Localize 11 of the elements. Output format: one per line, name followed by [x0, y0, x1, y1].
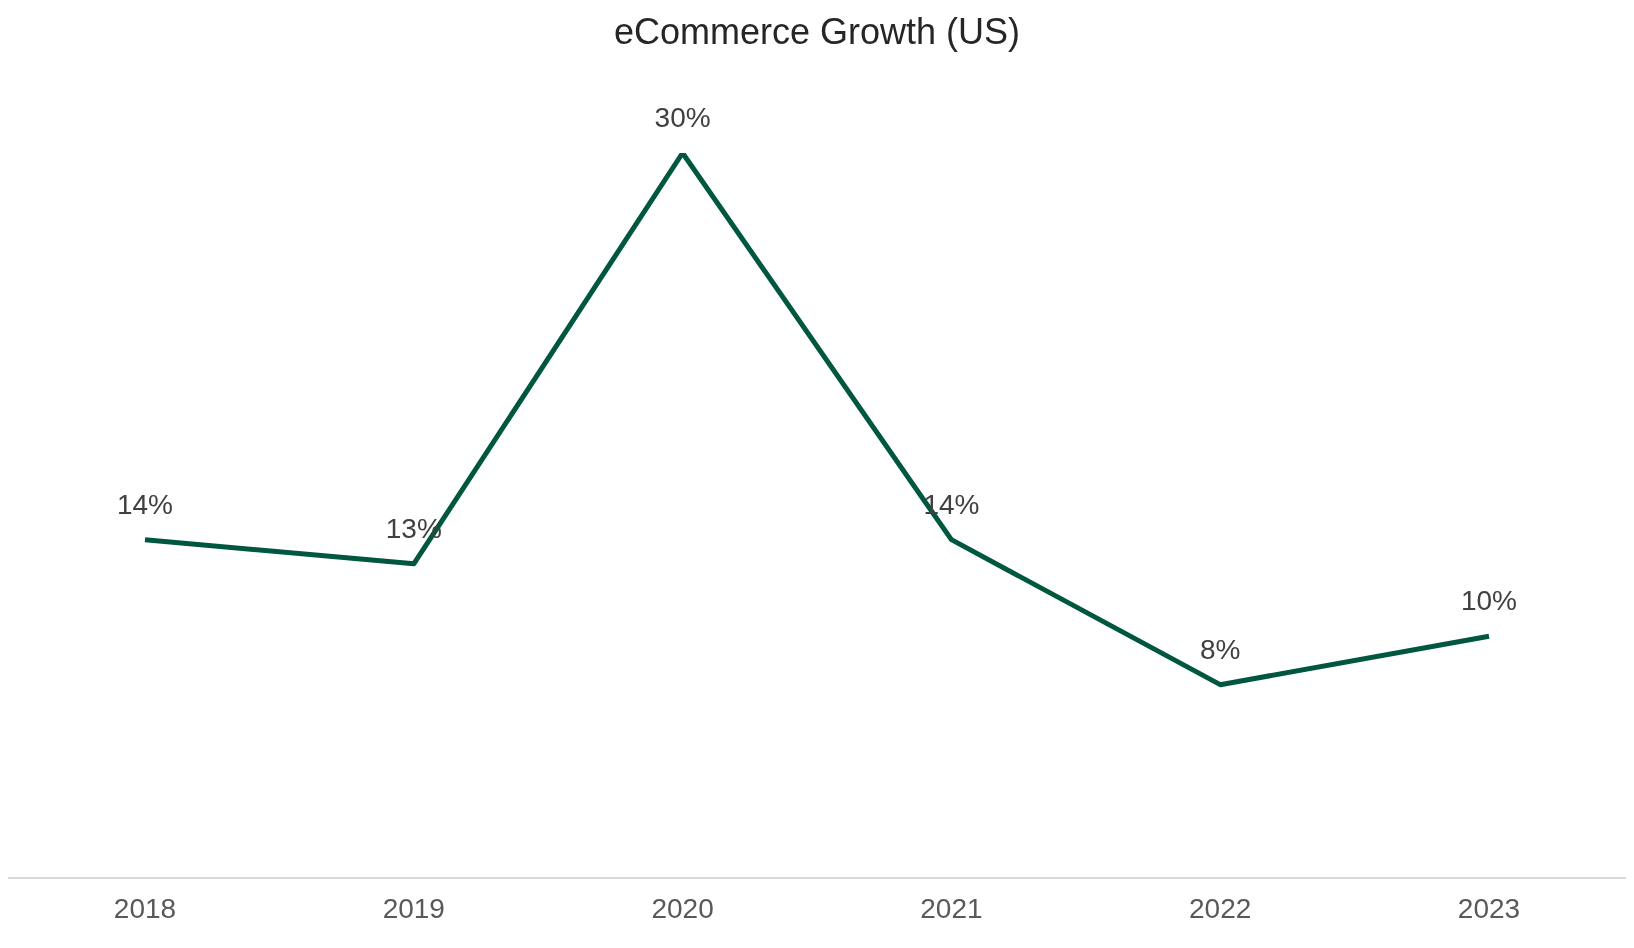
x-tick-label: 2021 [920, 892, 983, 924]
x-tick-label: 2023 [1457, 892, 1521, 924]
data-label: 30% [654, 102, 711, 133]
data-label: 14% [116, 488, 174, 520]
data-label: 10% [1460, 585, 1518, 617]
data-label: 8% [1199, 633, 1241, 665]
x-tick-label: 2019 [382, 892, 445, 924]
chart-title: eCommerce Growth (US) [612, 10, 1022, 54]
x-tick-label: 2022 [1189, 892, 1252, 924]
x-tick-label: 2020 [651, 892, 714, 924]
x-tick-label: 2018 [113, 892, 177, 924]
